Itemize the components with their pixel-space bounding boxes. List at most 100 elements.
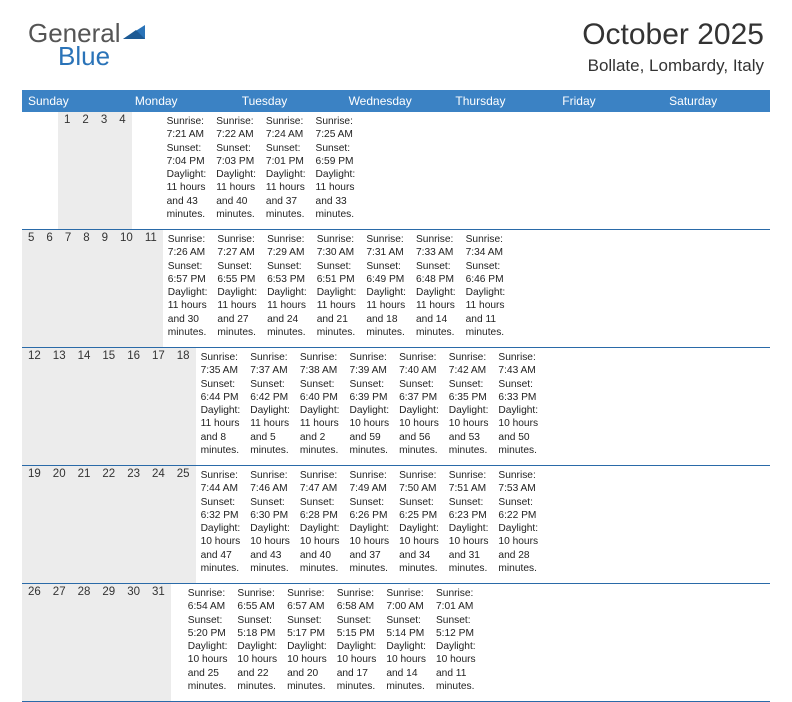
day-cell: [481, 584, 491, 701]
sun-info-line: Sunrise: 7:43 AM: [498, 351, 538, 378]
sun-info-line: Sunrise: 7:00 AM: [386, 587, 426, 614]
day-cell: Sunrise: 7:43 AMSunset: 6:33 PMDaylight:…: [493, 348, 543, 465]
week-row: 12131415161718Sunrise: 7:35 AMSunset: 6:…: [22, 348, 770, 466]
sun-info-line: Daylight: 10 hours: [337, 640, 377, 667]
day-cell: Sunrise: 7:25 AMSunset: 6:59 PMDaylight:…: [311, 112, 361, 229]
day-cell: Sunrise: 7:22 AMSunset: 7:03 PMDaylight:…: [211, 112, 261, 229]
day-number: 20: [47, 466, 72, 583]
sun-info-line: Daylight: 10 hours: [498, 404, 538, 431]
sun-info-line: and 28 minutes.: [498, 549, 538, 576]
day-number: 18: [171, 348, 196, 465]
sun-info-line: and 34 minutes.: [399, 549, 439, 576]
day-cell: Sunrise: 7:21 AMSunset: 7:04 PMDaylight:…: [162, 112, 212, 229]
day-number: [171, 584, 183, 701]
sun-info-line: and 47 minutes.: [201, 549, 241, 576]
sun-info-line: Daylight: 10 hours: [386, 640, 426, 667]
sun-info-line: Sunrise: 7:47 AM: [300, 469, 340, 496]
sun-info-line: Sunrise: 7:50 AM: [399, 469, 439, 496]
sun-info-line: Daylight: 11 hours: [217, 286, 257, 313]
sun-info-line: and 17 minutes.: [337, 667, 377, 694]
sun-info-line: Sunset: 6:55 PM: [217, 260, 257, 287]
sun-info-line: Sunrise: 7:40 AM: [399, 351, 439, 378]
sun-info-line: Sunset: 5:20 PM: [188, 614, 228, 641]
sun-info-line: Daylight: 11 hours: [168, 286, 208, 313]
sun-info-line: Sunset: 6:53 PM: [267, 260, 307, 287]
day-number: 22: [96, 466, 121, 583]
sun-info-line: Sunrise: 7:39 AM: [350, 351, 390, 378]
day-cell: Sunrise: 6:54 AMSunset: 5:20 PMDaylight:…: [183, 584, 233, 701]
day-cell: Sunrise: 7:49 AMSunset: 6:26 PMDaylight:…: [345, 466, 395, 583]
sun-info-line: Sunrise: 7:27 AM: [217, 233, 257, 260]
sun-info-line: Daylight: 10 hours: [399, 522, 439, 549]
sun-info-line: and 5 minutes.: [250, 431, 290, 458]
sun-info-line: Sunset: 6:51 PM: [317, 260, 357, 287]
day-number: 23: [121, 466, 146, 583]
sun-info-line: and 20 minutes.: [287, 667, 327, 694]
day-number: [46, 112, 58, 229]
weekday-header: Thursday: [449, 90, 556, 112]
sun-info-line: Sunset: 6:44 PM: [201, 378, 241, 405]
day-cell: Sunrise: 7:37 AMSunset: 6:42 PMDaylight:…: [245, 348, 295, 465]
day-cell: Sunrise: 7:33 AMSunset: 6:48 PMDaylight:…: [411, 230, 461, 347]
sun-info-line: and 2 minutes.: [300, 431, 340, 458]
day-cell: Sunrise: 6:57 AMSunset: 5:17 PMDaylight:…: [282, 584, 332, 701]
sun-info-line: Sunrise: 7:24 AM: [266, 115, 306, 142]
sun-info-line: Sunset: 6:40 PM: [300, 378, 340, 405]
day-number: 30: [121, 584, 146, 701]
sun-info-line: and 40 minutes.: [216, 195, 256, 222]
sun-info-line: Sunrise: 7:30 AM: [317, 233, 357, 260]
daynum-row: 262728293031: [22, 584, 183, 701]
sun-info-line: Sunrise: 6:54 AM: [188, 587, 228, 614]
day-number: 13: [47, 348, 72, 465]
sun-info-line: Daylight: 11 hours: [316, 168, 356, 195]
day-cell: Sunrise: 7:40 AMSunset: 6:37 PMDaylight:…: [394, 348, 444, 465]
day-cell: Sunrise: 6:55 AMSunset: 5:18 PMDaylight:…: [232, 584, 282, 701]
sun-info-line: Daylight: 11 hours: [317, 286, 357, 313]
week-row: 1234Sunrise: 7:21 AMSunset: 7:04 PMDayli…: [22, 112, 770, 230]
sun-info-line: Sunrise: 7:21 AM: [167, 115, 207, 142]
weekday-header: Friday: [556, 90, 663, 112]
day-number: 25: [171, 466, 196, 583]
day-number: 2: [76, 112, 94, 229]
sun-info-line: Sunset: 7:01 PM: [266, 142, 306, 169]
day-cell: Sunrise: 7:46 AMSunset: 6:30 PMDaylight:…: [245, 466, 295, 583]
title-block: October 2025 Bollate, Lombardy, Italy: [582, 18, 764, 76]
day-cell: Sunrise: 7:30 AMSunset: 6:51 PMDaylight:…: [312, 230, 362, 347]
sun-info-line: Sunrise: 7:34 AM: [466, 233, 506, 260]
sun-info-line: and 8 minutes.: [201, 431, 241, 458]
day-number: 26: [22, 584, 47, 701]
sun-info-line: Sunrise: 6:55 AM: [237, 587, 277, 614]
sun-info-line: and 37 minutes.: [350, 549, 390, 576]
sun-info-line: Sunrise: 7:01 AM: [436, 587, 476, 614]
content-row: Sunrise: 7:26 AMSunset: 6:57 PMDaylight:…: [163, 230, 510, 347]
weekday-header: Saturday: [663, 90, 770, 112]
sun-info-line: and 22 minutes.: [237, 667, 277, 694]
sun-info-line: Daylight: 10 hours: [188, 640, 228, 667]
sun-info-line: and 14 minutes.: [416, 313, 456, 340]
day-cell: Sunrise: 7:29 AMSunset: 6:53 PMDaylight:…: [262, 230, 312, 347]
sun-info-line: Daylight: 11 hours: [216, 168, 256, 195]
sun-info-line: Sunset: 6:28 PM: [300, 496, 340, 523]
content-row: Sunrise: 6:54 AMSunset: 5:20 PMDaylight:…: [183, 584, 491, 701]
sun-info-line: Sunrise: 6:57 AM: [287, 587, 327, 614]
sun-info-line: Sunrise: 7:42 AM: [449, 351, 489, 378]
week-row: 567891011Sunrise: 7:26 AMSunset: 6:57 PM…: [22, 230, 770, 348]
day-cell: [152, 112, 162, 229]
day-number: 11: [139, 230, 163, 347]
sun-info-line: Sunrise: 7:25 AM: [316, 115, 356, 142]
sun-info-line: Sunrise: 7:53 AM: [498, 469, 538, 496]
day-number: 4: [113, 112, 131, 229]
sun-info-line: and 18 minutes.: [366, 313, 406, 340]
sun-info-line: Sunrise: 7:29 AM: [267, 233, 307, 260]
sun-info-line: and 37 minutes.: [266, 195, 306, 222]
sun-info-line: Sunset: 6:42 PM: [250, 378, 290, 405]
sun-info-line: Sunset: 6:22 PM: [498, 496, 538, 523]
day-number: 12: [22, 348, 47, 465]
sun-info-line: Daylight: 11 hours: [250, 404, 290, 431]
sun-info-line: Daylight: 11 hours: [266, 168, 306, 195]
sun-info-line: Daylight: 10 hours: [201, 522, 241, 549]
day-cell: Sunrise: 6:58 AMSunset: 5:15 PMDaylight:…: [332, 584, 382, 701]
sun-info-line: Sunrise: 7:49 AM: [350, 469, 390, 496]
sun-info-line: Sunset: 6:35 PM: [449, 378, 489, 405]
daynum-row: 12131415161718: [22, 348, 196, 465]
